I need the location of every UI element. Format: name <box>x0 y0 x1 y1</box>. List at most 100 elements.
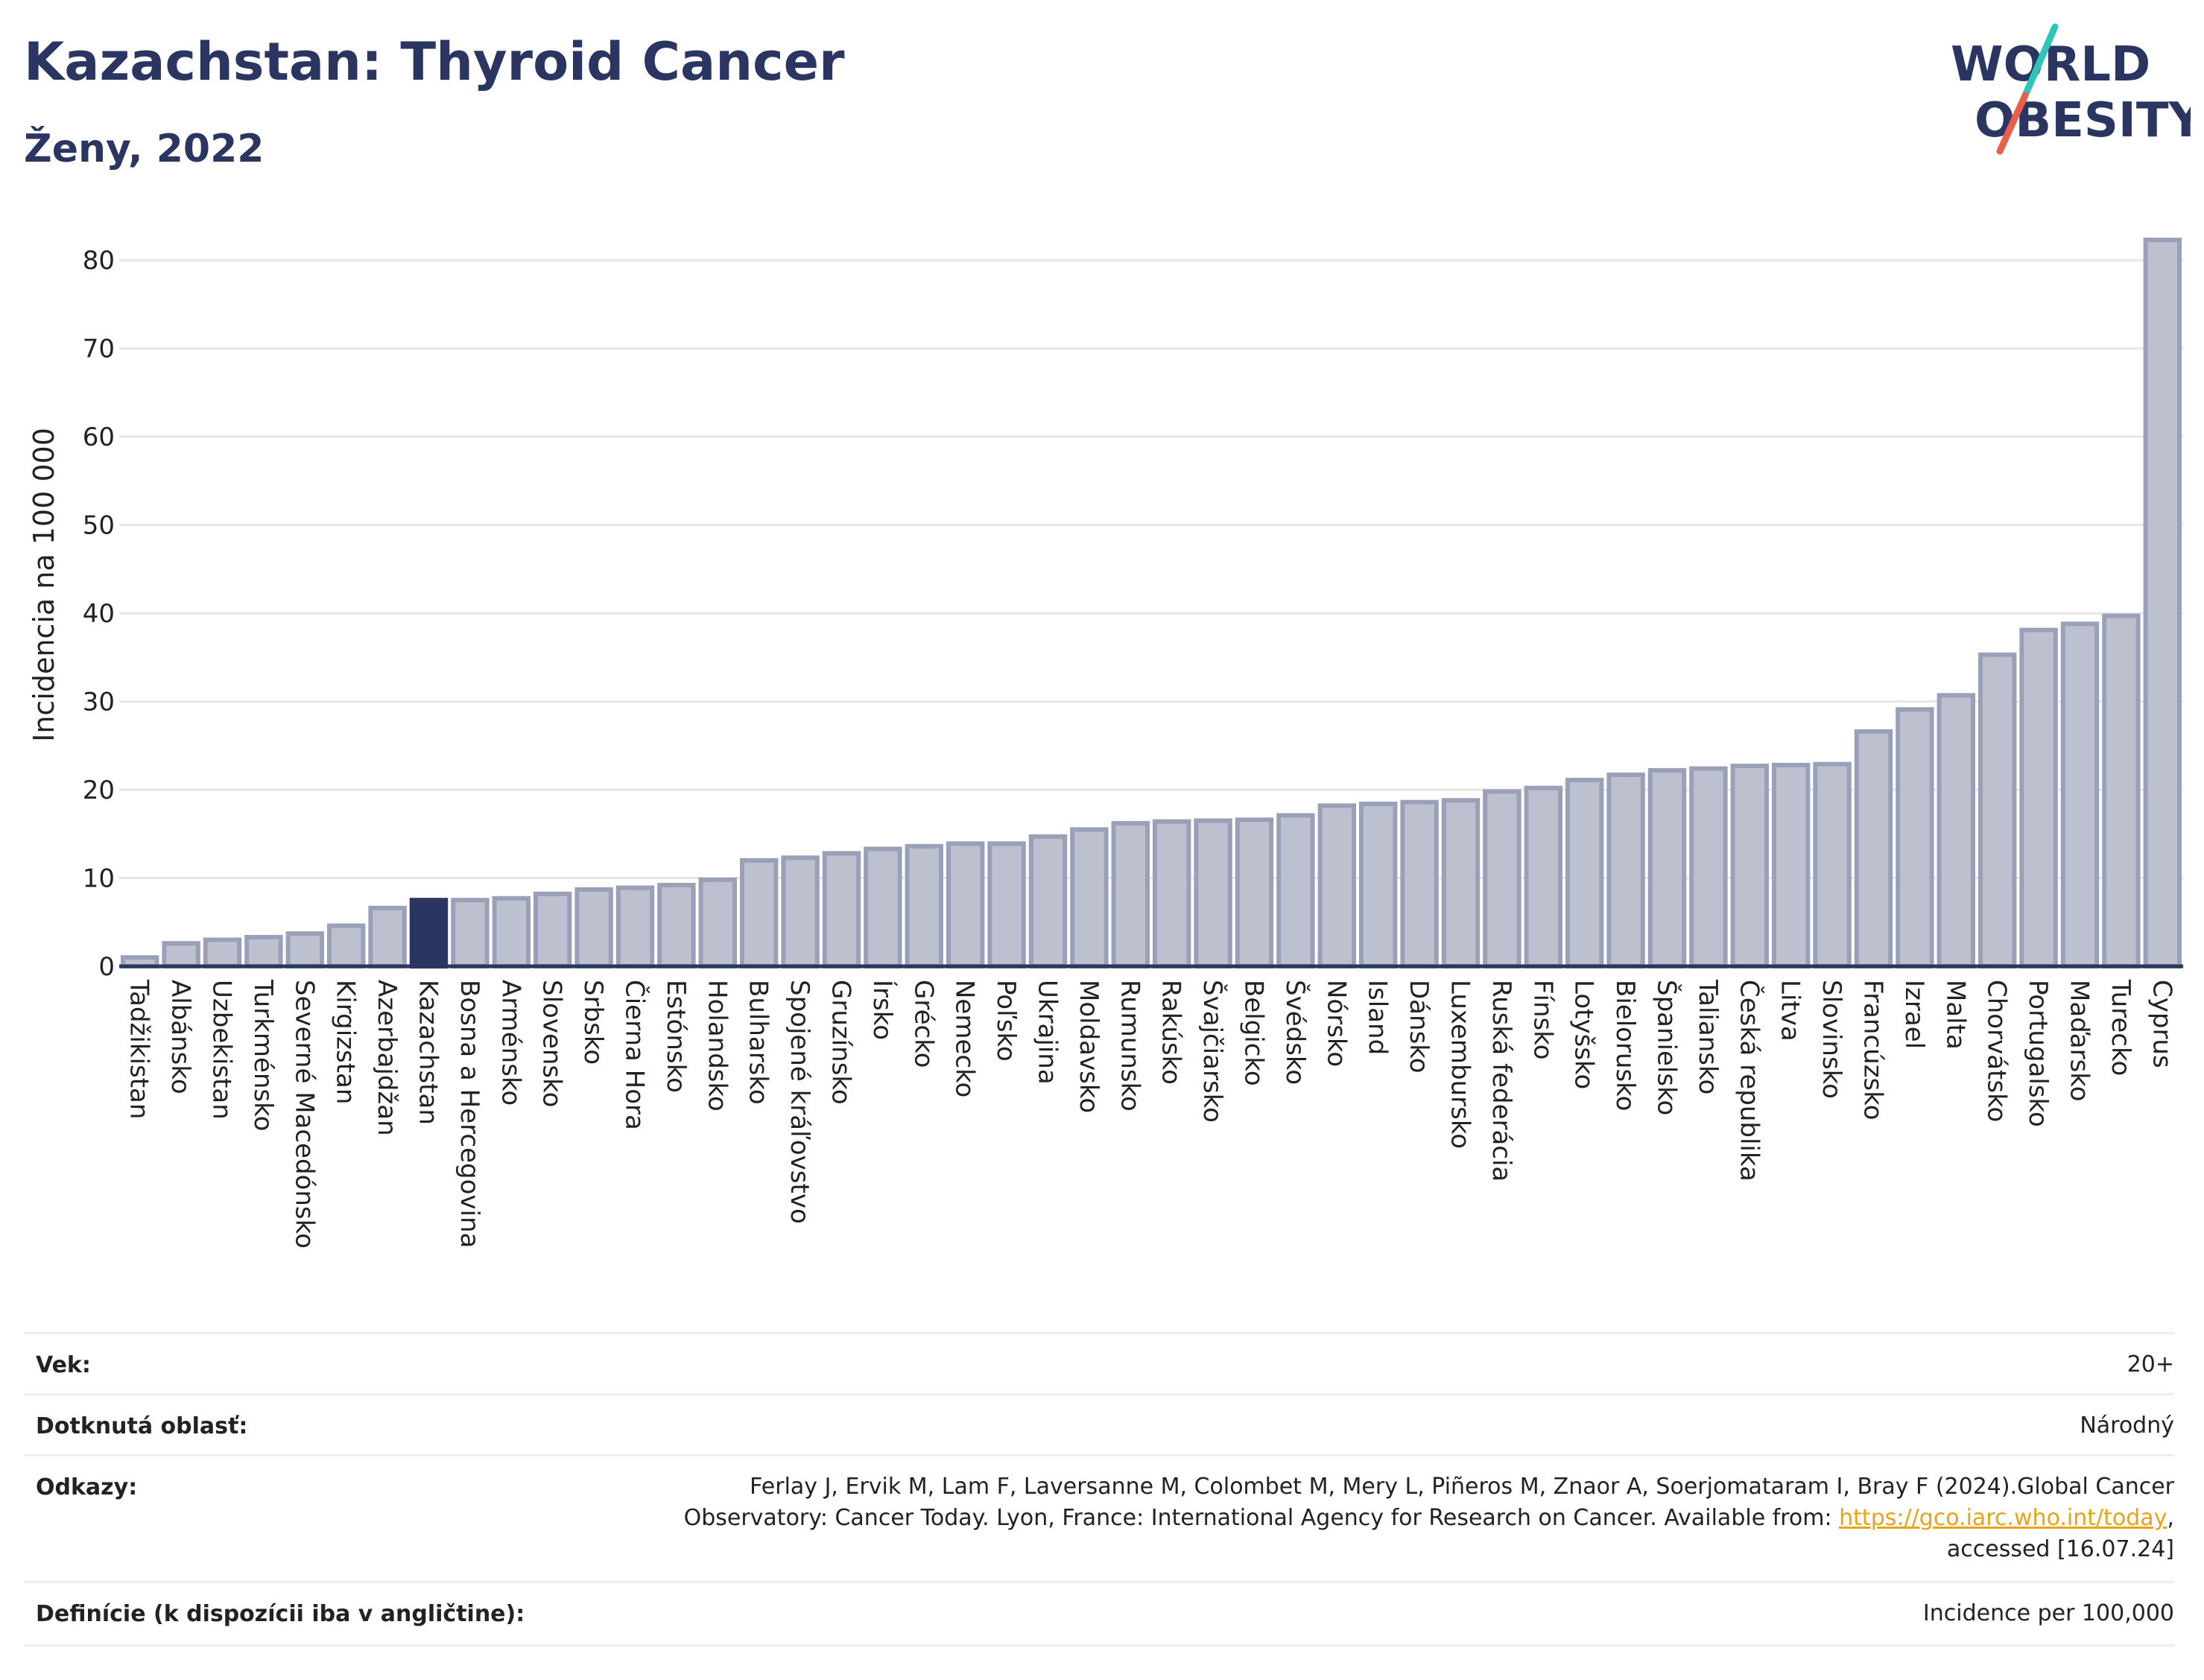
metadata-table: Vek: 20+ Dotknutá oblasť: Národný Odkazy… <box>24 1332 2174 1646</box>
y-tick-label: 40 <box>83 599 115 629</box>
x-tick-label: Poľsko <box>991 980 1021 1062</box>
bar <box>162 941 200 969</box>
refs-line3: accessed [16.07.24] <box>1946 1536 2174 1562</box>
bar <box>244 934 283 969</box>
meta-area-value: Národný <box>2080 1413 2174 1439</box>
meta-row-age: Vek: 20+ <box>24 1332 2174 1395</box>
bar <box>698 877 738 969</box>
y-axis-label: Incidencia na 100 000 <box>28 428 60 742</box>
x-tick-label: Slovinsko <box>1817 980 1846 1099</box>
x-tick-label: Holandsko <box>702 980 732 1112</box>
bar <box>1194 818 1232 969</box>
bar <box>1730 764 1770 969</box>
bar <box>1854 729 1893 969</box>
x-tick-label: Srbsko <box>578 980 608 1065</box>
y-tick-label: 60 <box>83 422 115 452</box>
x-tick-label: Bosna a Hercegovina <box>455 980 484 1248</box>
x-tick-label: Ukrajina <box>1033 980 1063 1085</box>
x-tick-label: Malta <box>1940 980 1970 1050</box>
x-tick-label: Luxembursko <box>1445 980 1475 1149</box>
bar <box>533 891 572 969</box>
bar <box>1317 803 1357 969</box>
bar <box>987 841 1026 969</box>
x-tick-label: Turkménsko <box>248 979 278 1131</box>
bar <box>1771 762 1811 969</box>
x-tick-label: Kazachstan <box>414 980 443 1125</box>
bar <box>1235 817 1274 969</box>
meta-row-definitions: Definície (k dispozícii iba v angličtine… <box>24 1581 2174 1646</box>
bar <box>492 896 531 969</box>
x-tick-label: Taliansko <box>1693 979 1723 1094</box>
x-tick-label: Turecko <box>2106 979 2135 1076</box>
meta-age-value: 20+ <box>2127 1351 2174 1378</box>
y-tick-label: 70 <box>83 335 115 364</box>
x-tick-label: Portugalsko <box>2023 980 2053 1127</box>
bar <box>2143 237 2182 969</box>
meta-def-value: Incidence per 100,000 <box>1922 1600 2174 1626</box>
x-tick-label: Fínsko <box>1527 980 1557 1060</box>
x-tick-label: Belgicko <box>1239 980 1269 1086</box>
x-tick-label: Francúzsko <box>1858 980 1888 1120</box>
meta-row-references: Odkazy: Ferlay J, Ervik M, Lam F, Lavers… <box>24 1454 2174 1583</box>
y-tick-label: 20 <box>83 776 115 805</box>
x-tick-label: Dánsko <box>1404 980 1434 1074</box>
bar <box>1813 761 1852 969</box>
bar <box>203 937 242 969</box>
refs-line2-pre: Observatory: Cancer Today. Lyon, France:… <box>683 1505 1840 1531</box>
x-tick-label: Arménsko <box>495 980 525 1106</box>
bar <box>739 858 779 969</box>
bar <box>2102 613 2141 969</box>
x-tick-label: Kirgizstan <box>331 980 361 1104</box>
y-tick-label: 0 <box>98 952 115 982</box>
bar <box>1276 813 1315 969</box>
bar <box>368 905 407 969</box>
y-tick-labels: 0 10 20 30 40 50 60 70 80 <box>83 246 115 982</box>
x-tick-label: Grécko <box>908 980 938 1068</box>
bar <box>326 923 366 969</box>
x-tick-label: Írsko <box>867 980 898 1040</box>
x-tick-label: Severné Macedónsko <box>289 980 319 1249</box>
refs-line1: Ferlay J, Ervik M, Lam F, Laversanne M, … <box>750 1474 2174 1500</box>
meta-row-area: Dotknutá oblasť: Národný <box>24 1393 2174 1456</box>
refs-line2-post: , <box>2167 1505 2174 1531</box>
x-tick-label: Rakúsko <box>1156 980 1186 1085</box>
page-title: Kazachstan: Thyroid Cancer <box>24 31 845 92</box>
bar <box>2060 621 2100 969</box>
bar <box>1358 802 1398 969</box>
bar <box>1689 766 1728 969</box>
x-tick-label: Cyprus <box>2147 980 2176 1068</box>
meta-refs-label: Odkazy: <box>36 1474 138 1500</box>
x-tick-label: Bielorusko <box>1610 980 1640 1111</box>
bar <box>1400 799 1439 969</box>
bar <box>1111 821 1150 969</box>
x-tick-label: Švédsko <box>1280 980 1311 1085</box>
x-tick-label: Švajčiarsko <box>1197 980 1228 1123</box>
x-tick-label: Litva <box>1776 980 1805 1042</box>
y-tick-label: 50 <box>83 511 115 541</box>
x-tick-label: Bulharsko <box>744 980 773 1105</box>
y-tick-label: 80 <box>83 246 115 276</box>
y-tick-label: 30 <box>83 688 115 717</box>
bar <box>905 843 944 969</box>
bar <box>1441 798 1481 969</box>
bar-chart: 0 10 20 30 40 50 60 70 80 Tadžikistan Albánsko Uzb… <box>28 237 2183 1249</box>
refs-link[interactable]: https://gco.iarc.who.int/today <box>1839 1505 2167 1531</box>
y-tick-label: 10 <box>83 864 115 894</box>
meta-def-label: Definície (k dispozícii iba v angličtine… <box>36 1601 525 1627</box>
x-tick-label: Čierna Hora <box>620 980 650 1130</box>
logo-slash-coral <box>1996 92 2029 155</box>
meta-refs-value: Ferlay J, Ervik M, Lam F, Laversanne M, … <box>684 1471 2174 1565</box>
x-tick-label: Nórsko <box>1321 980 1351 1067</box>
x-tick-label: Česká republika <box>1734 980 1764 1182</box>
x-tick-label: Uzbekistan <box>207 980 237 1120</box>
bars <box>120 237 2182 969</box>
bar <box>1152 819 1191 969</box>
x-tick-label: Maďarsko <box>2065 980 2094 1102</box>
x-tick-label: Lotyšsko <box>1569 980 1599 1089</box>
x-tick-label: Spojené kráľovstvo <box>785 980 814 1224</box>
x-tick-label: Chorvátsko <box>1982 980 2012 1122</box>
bar <box>2019 627 2058 969</box>
logo-line1: WORLD <box>1951 37 2150 92</box>
refs-line2: Observatory: Cancer Today. Lyon, France:… <box>684 1503 2174 1534</box>
bar <box>864 846 902 969</box>
